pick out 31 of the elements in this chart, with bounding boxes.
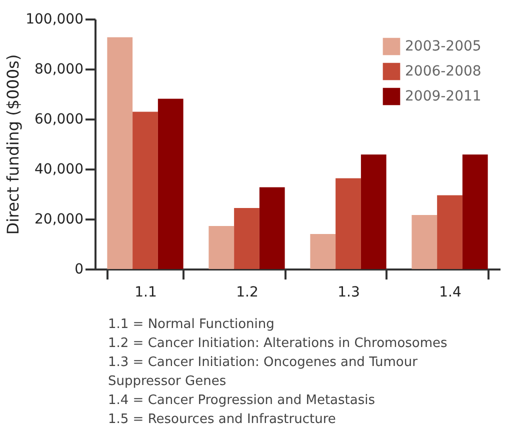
text: 1.2 = Cancer Initiation: Alterations in Chromosomes	[108, 335, 448, 353]
text: 1.1 = Normal Functioning	[108, 316, 276, 334]
bar	[107, 37, 133, 269]
text: 1.3 = Cancer Initiation: Oncogenes and Tumour Suppressor Genes	[108, 354, 418, 391]
bar	[132, 112, 158, 269]
legend-label: 2009-2011	[405, 88, 482, 104]
bar	[412, 215, 438, 269]
y-tick-label: 0	[74, 262, 84, 278]
y-tick-label: 40,000	[34, 162, 84, 178]
text: 1.4 = Cancer Progression and Metastasis	[108, 392, 376, 410]
bar	[158, 98, 184, 269]
x-tick-label: 1.4	[439, 284, 462, 300]
y-tick-label: 80,000	[34, 62, 84, 78]
text: 1.5 = Resources and Infrastructure	[108, 411, 337, 429]
bar	[462, 154, 488, 269]
x-tick-label: 1.3	[338, 284, 360, 300]
y-tick-label: 60,000	[34, 112, 84, 128]
y-tick-label: 100,000	[26, 12, 84, 28]
x-tick-label: 1.1	[134, 284, 157, 300]
legend-label: 2003-2005	[405, 38, 482, 54]
y-tick-label: 20,000	[34, 212, 84, 228]
bar	[259, 187, 285, 269]
bar	[336, 178, 361, 269]
bar	[360, 154, 386, 269]
bar	[310, 234, 336, 269]
legend-label: 2006-2008	[405, 64, 482, 80]
x-tick-label: 1.2	[236, 284, 258, 300]
bar	[208, 226, 234, 269]
y-axis-title: Direct funding ($000s)	[4, 54, 23, 235]
bar	[234, 208, 260, 269]
bar	[437, 195, 462, 269]
